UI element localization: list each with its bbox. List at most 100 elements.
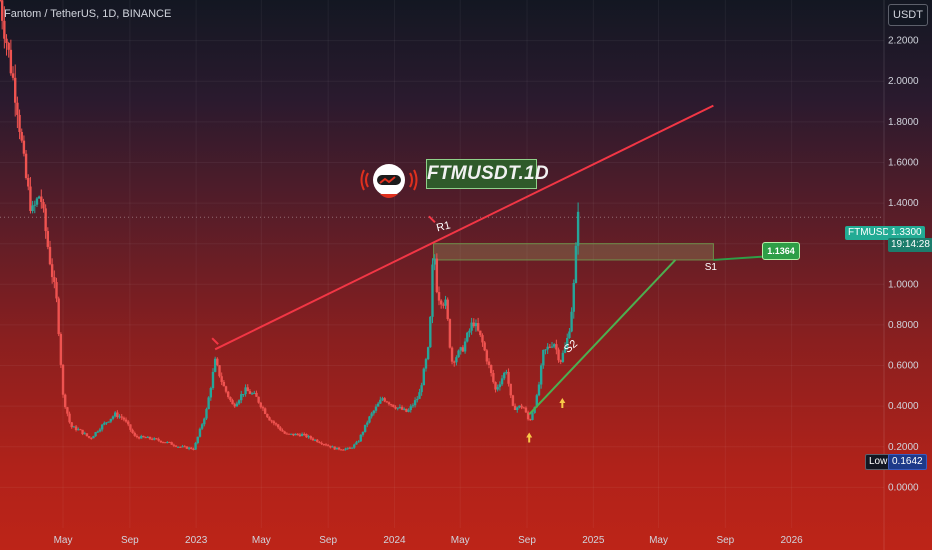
candle-body <box>98 429 102 432</box>
candle-body <box>318 442 321 444</box>
candle-body <box>405 408 408 412</box>
candle-body <box>470 322 473 331</box>
candle-body <box>190 447 193 449</box>
candle-body <box>472 322 475 327</box>
candle-body <box>313 439 317 441</box>
x-tick-label: Sep <box>518 535 536 546</box>
candle-body <box>44 208 47 232</box>
candle-body <box>35 198 39 205</box>
candle-body <box>83 433 86 435</box>
candle-body <box>353 444 356 448</box>
candle-body <box>146 436 149 438</box>
price-note-bubble[interactable]: 1.1364 <box>762 242 800 260</box>
candle-body <box>157 439 160 441</box>
candle-body <box>300 433 304 437</box>
up-arrow-marker <box>559 398 566 409</box>
candle-body <box>294 433 297 436</box>
currency-button[interactable]: USDT <box>888 4 928 26</box>
candle-body <box>296 433 299 435</box>
candle-body <box>0 0 2 1</box>
candle-body <box>398 407 402 409</box>
candle-body <box>22 140 26 154</box>
candle-body <box>383 398 386 402</box>
candle-body <box>113 412 117 417</box>
candle-body <box>413 400 417 406</box>
candle-body <box>196 436 199 444</box>
candle-body <box>511 395 515 406</box>
candle-body <box>122 417 126 420</box>
candle-body <box>433 258 436 265</box>
candle-body <box>74 426 78 431</box>
candle-body <box>424 359 428 369</box>
candle-body <box>450 347 454 362</box>
candle-body <box>92 436 95 439</box>
candle-body <box>161 442 165 444</box>
candle-body <box>16 102 19 115</box>
candle-body <box>429 316 432 348</box>
last-price-tag: 1.3300 <box>888 226 925 240</box>
candle-body <box>40 196 43 203</box>
candle-body <box>205 409 208 419</box>
candle-body <box>105 422 108 424</box>
candle-body <box>335 447 339 450</box>
candle-body <box>570 311 573 332</box>
candle-body <box>270 420 273 422</box>
candle-body <box>192 448 195 450</box>
candle-body <box>59 334 63 365</box>
candle-body <box>31 205 34 212</box>
x-tick-label: 2025 <box>582 535 605 546</box>
candle-body <box>557 349 560 361</box>
candle-body <box>187 447 191 449</box>
candle-body <box>235 403 239 407</box>
candle-body <box>324 444 328 446</box>
candle-body <box>159 440 163 443</box>
candle-body <box>572 282 575 312</box>
candle-body <box>150 438 154 440</box>
candle-body <box>220 376 223 382</box>
candle-body <box>548 346 552 348</box>
y-tick-label: 1.0000 <box>888 279 919 290</box>
candle-body <box>261 407 265 409</box>
candle-body <box>496 387 499 390</box>
candle-body <box>90 437 93 439</box>
candle-body <box>311 438 315 441</box>
y-tick-label: 1.6000 <box>888 157 919 168</box>
candle-body <box>9 49 13 74</box>
candle-body <box>568 331 571 338</box>
x-tick-label: Sep <box>716 535 734 546</box>
candle-body <box>163 442 167 444</box>
y-tick-label: 1.8000 <box>888 117 919 128</box>
candle-body <box>68 413 71 423</box>
candle-body <box>100 424 104 430</box>
candle-body <box>494 382 497 390</box>
candle-body <box>374 406 378 411</box>
candle-body <box>240 394 243 401</box>
candle-body <box>546 346 549 350</box>
candle-body <box>50 264 54 278</box>
candle-body <box>507 371 510 384</box>
candle-body <box>226 391 230 398</box>
candle-body <box>366 422 369 425</box>
candle-body <box>135 435 139 438</box>
r1-touch-marker <box>211 337 219 345</box>
candle-body <box>574 245 578 283</box>
candle-body <box>103 422 106 425</box>
candle-body <box>24 153 28 178</box>
candle-body <box>337 447 341 450</box>
candle-body <box>116 412 119 418</box>
candle-body <box>379 399 382 404</box>
x-tick-label: Sep <box>121 535 139 546</box>
candle-body <box>389 404 393 406</box>
candle-body <box>42 202 45 209</box>
candle-body <box>344 448 347 450</box>
candle-body <box>287 433 291 435</box>
candle-body <box>416 398 419 401</box>
candle-body <box>455 357 458 363</box>
candle-body <box>420 385 423 393</box>
candle-body <box>127 421 130 425</box>
candle-body <box>207 397 210 410</box>
candle-body <box>524 407 528 413</box>
candle-body <box>431 264 434 317</box>
candle-body <box>463 341 467 352</box>
